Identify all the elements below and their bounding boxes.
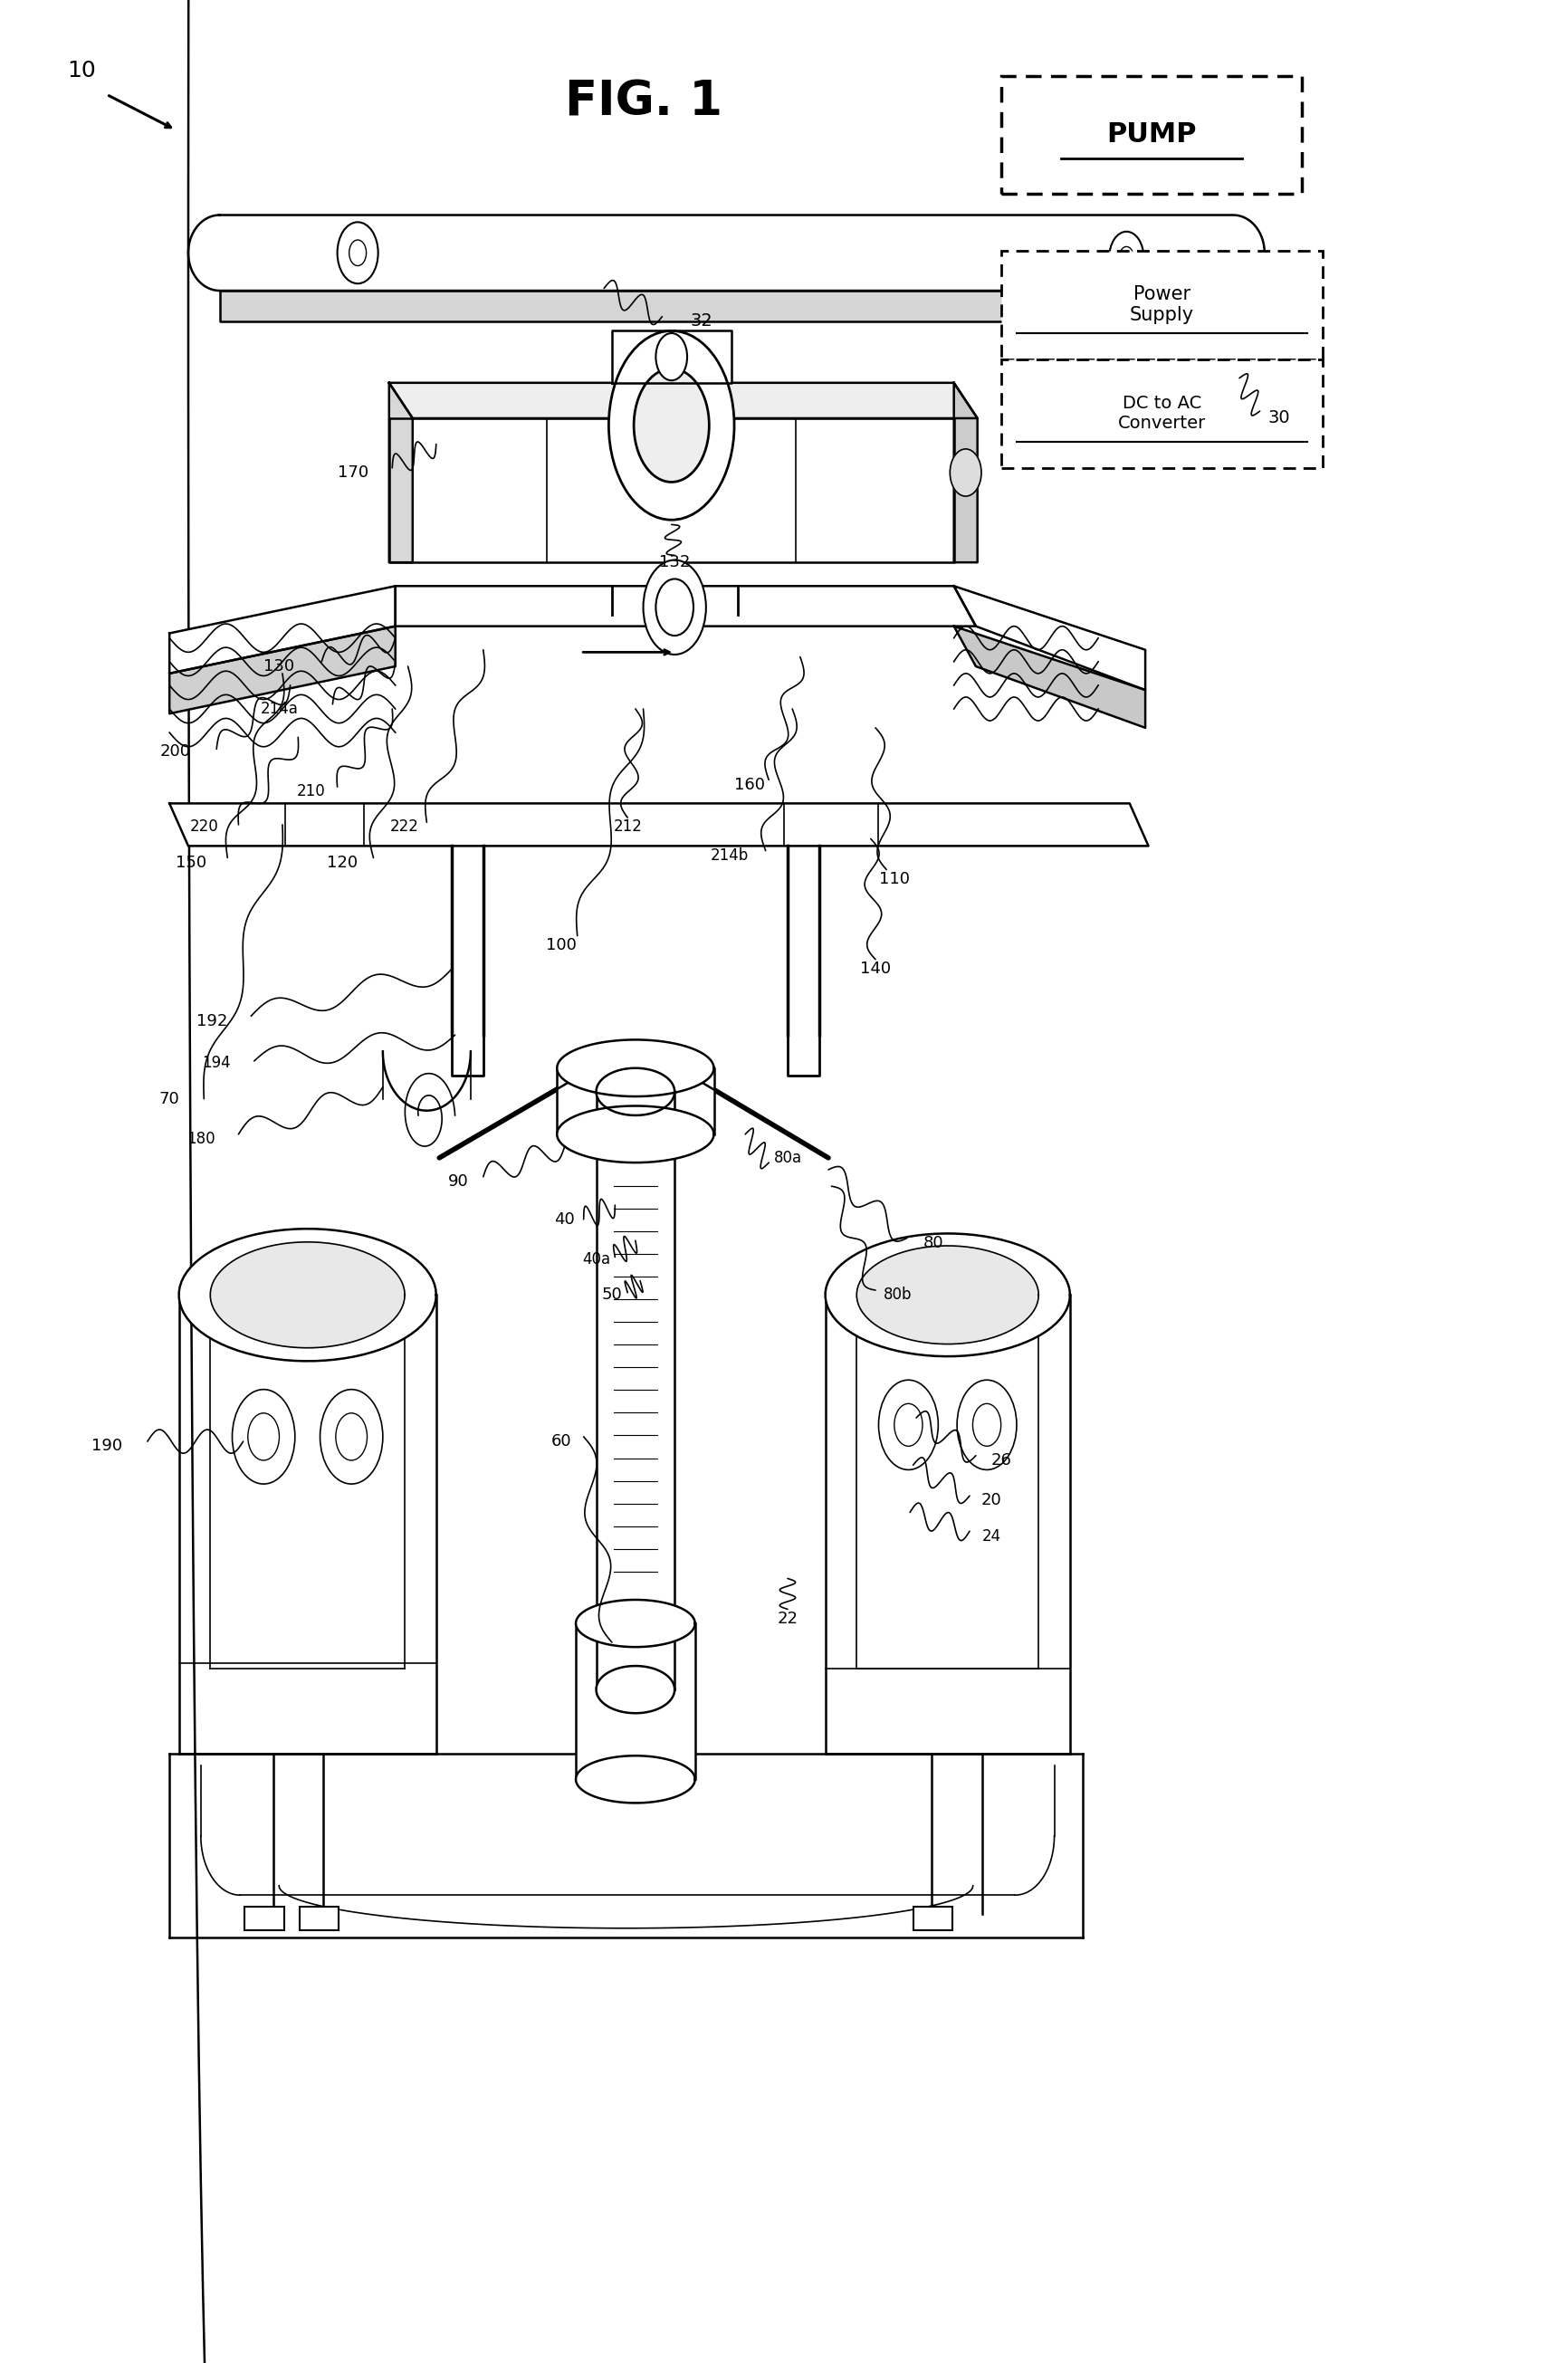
Bar: [299, 1907, 339, 1931]
Polygon shape: [389, 383, 412, 562]
Text: 90: 90: [447, 1174, 469, 1189]
Circle shape: [655, 579, 693, 636]
Text: 70: 70: [158, 1092, 180, 1106]
Bar: [913, 1907, 952, 1931]
Text: 100: 100: [546, 938, 577, 952]
Text: 20: 20: [980, 1493, 1002, 1508]
Polygon shape: [389, 383, 977, 418]
Text: 214a: 214a: [260, 702, 298, 716]
Text: 50: 50: [601, 1288, 622, 1302]
FancyBboxPatch shape: [1000, 76, 1301, 194]
FancyBboxPatch shape: [1000, 250, 1322, 359]
Circle shape: [878, 1380, 938, 1470]
Text: 24: 24: [982, 1529, 1000, 1543]
Text: 192: 192: [196, 1014, 227, 1028]
Text: FIG. 1: FIG. 1: [564, 78, 721, 125]
Circle shape: [956, 1380, 1016, 1470]
Polygon shape: [210, 1243, 405, 1347]
Text: 32: 32: [690, 312, 712, 331]
Text: 26: 26: [989, 1453, 1011, 1467]
Text: 110: 110: [878, 872, 909, 886]
Polygon shape: [953, 586, 1145, 690]
Text: 212: 212: [613, 820, 641, 834]
Text: 140: 140: [859, 962, 891, 976]
Bar: [245, 1907, 284, 1931]
Text: 22: 22: [776, 1612, 798, 1626]
Polygon shape: [179, 1229, 436, 1361]
Text: 194: 194: [202, 1056, 230, 1070]
Polygon shape: [856, 1245, 1038, 1345]
Text: 130: 130: [263, 659, 295, 673]
Text: 160: 160: [734, 777, 765, 792]
Text: Power
Supply: Power Supply: [1129, 286, 1193, 324]
Circle shape: [320, 1389, 383, 1484]
Text: 190: 190: [91, 1439, 122, 1453]
Polygon shape: [169, 586, 395, 673]
Text: 10: 10: [67, 59, 96, 83]
Circle shape: [633, 369, 709, 482]
Text: 222: 222: [390, 820, 419, 834]
Polygon shape: [169, 803, 1148, 846]
Bar: [245, 1907, 284, 1931]
Polygon shape: [596, 1666, 674, 1713]
Text: 132: 132: [659, 555, 690, 569]
Polygon shape: [389, 418, 953, 562]
Polygon shape: [575, 1756, 695, 1803]
FancyBboxPatch shape: [1000, 359, 1322, 468]
Text: 214b: 214b: [710, 848, 748, 862]
Circle shape: [1109, 232, 1143, 284]
Text: 40: 40: [554, 1212, 575, 1226]
Polygon shape: [557, 1106, 713, 1163]
Text: 60: 60: [550, 1434, 572, 1449]
Circle shape: [949, 449, 980, 496]
Polygon shape: [557, 1068, 713, 1134]
Polygon shape: [169, 626, 395, 714]
Text: 220: 220: [190, 820, 218, 834]
Polygon shape: [188, 215, 1264, 291]
Text: 80b: 80b: [883, 1288, 911, 1302]
Text: 200: 200: [160, 744, 191, 759]
Bar: [913, 1907, 952, 1931]
Text: 170: 170: [337, 466, 368, 480]
Polygon shape: [596, 1068, 674, 1115]
Circle shape: [232, 1389, 295, 1484]
Polygon shape: [220, 291, 1232, 321]
Text: 80: 80: [922, 1236, 944, 1250]
Bar: [299, 1907, 339, 1931]
Text: PUMP: PUMP: [1105, 121, 1196, 149]
Polygon shape: [596, 1092, 674, 1690]
Polygon shape: [557, 1040, 713, 1096]
Circle shape: [643, 560, 706, 655]
Text: DC to AC
Converter: DC to AC Converter: [1116, 395, 1206, 432]
Polygon shape: [575, 1623, 695, 1779]
Polygon shape: [953, 383, 977, 562]
Text: 210: 210: [296, 785, 325, 799]
Text: 180: 180: [187, 1132, 215, 1146]
Polygon shape: [395, 586, 975, 626]
Text: 30: 30: [1267, 409, 1289, 428]
Polygon shape: [575, 1600, 695, 1647]
Circle shape: [655, 333, 687, 380]
Polygon shape: [953, 626, 1145, 728]
Polygon shape: [825, 1233, 1069, 1356]
Text: 80a: 80a: [773, 1151, 801, 1165]
Text: 40a: 40a: [582, 1252, 610, 1267]
Circle shape: [608, 331, 734, 520]
Text: 150: 150: [176, 855, 207, 870]
Circle shape: [337, 222, 378, 284]
Polygon shape: [612, 331, 731, 383]
Text: 120: 120: [326, 855, 358, 870]
